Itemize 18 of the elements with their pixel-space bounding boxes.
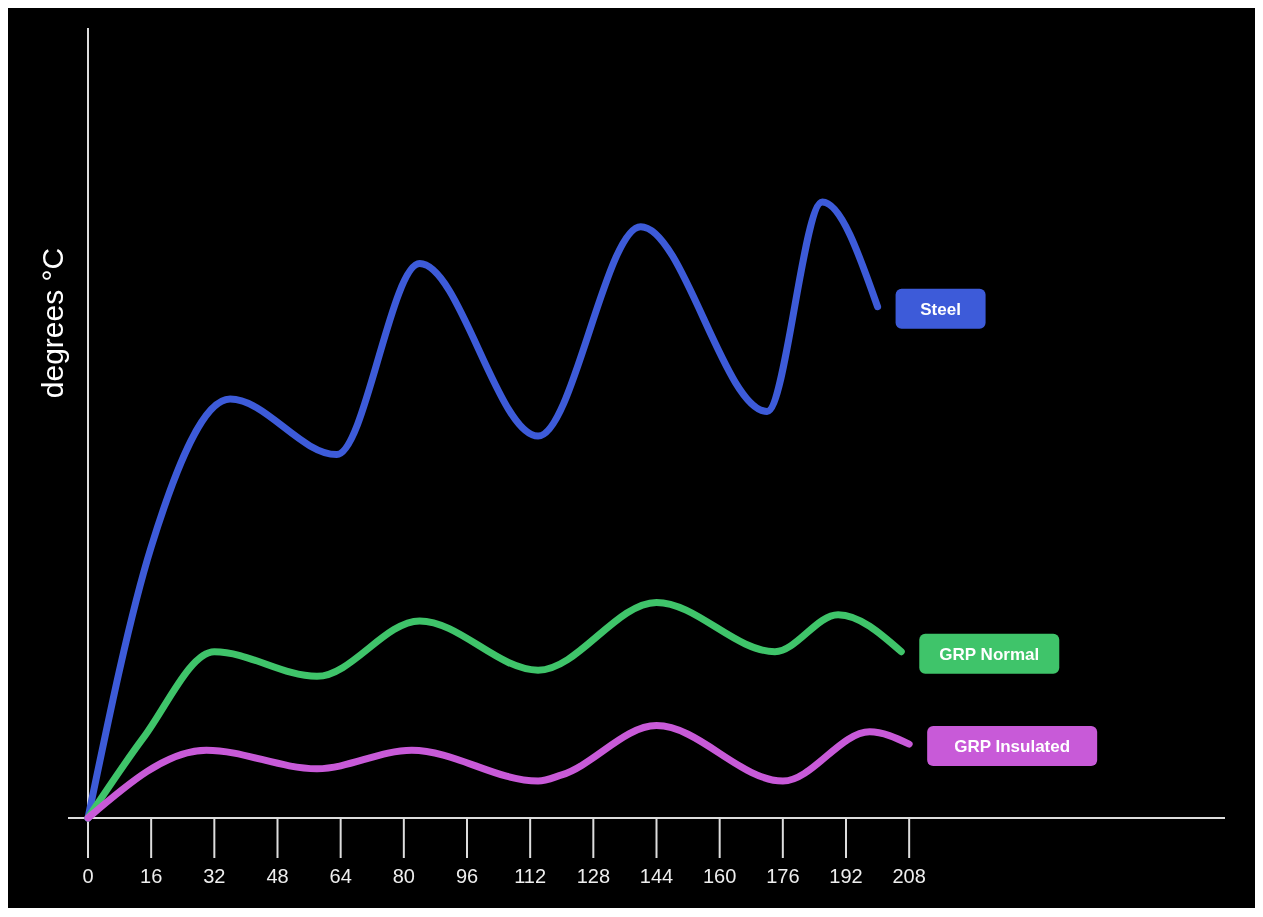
x-tick-label: 0 [82, 865, 94, 887]
x-tick-label: 144 [639, 865, 674, 887]
text: GRP Insulated [954, 737, 1071, 757]
x-tick-label: 96 [455, 865, 479, 887]
x-tick-label: 112 [514, 865, 547, 887]
x-tick-label: 64 [329, 865, 352, 887]
x-tick-label: 176 [766, 865, 800, 887]
text: Steel [920, 299, 961, 319]
text: GRP Normal [939, 644, 1040, 664]
x-tick-label: 80 [392, 865, 415, 887]
x-tick-label: 160 [702, 865, 737, 887]
y-axis-title: degrees °C [36, 247, 69, 399]
x-tick-label: 16 [140, 865, 163, 887]
x-tick-label: 128 [576, 865, 611, 887]
x-tick-label: 192 [829, 865, 863, 887]
x-tick-label: 48 [266, 865, 289, 887]
x-tick-label: 208 [892, 865, 926, 887]
x-tick-label: 32 [203, 865, 226, 887]
